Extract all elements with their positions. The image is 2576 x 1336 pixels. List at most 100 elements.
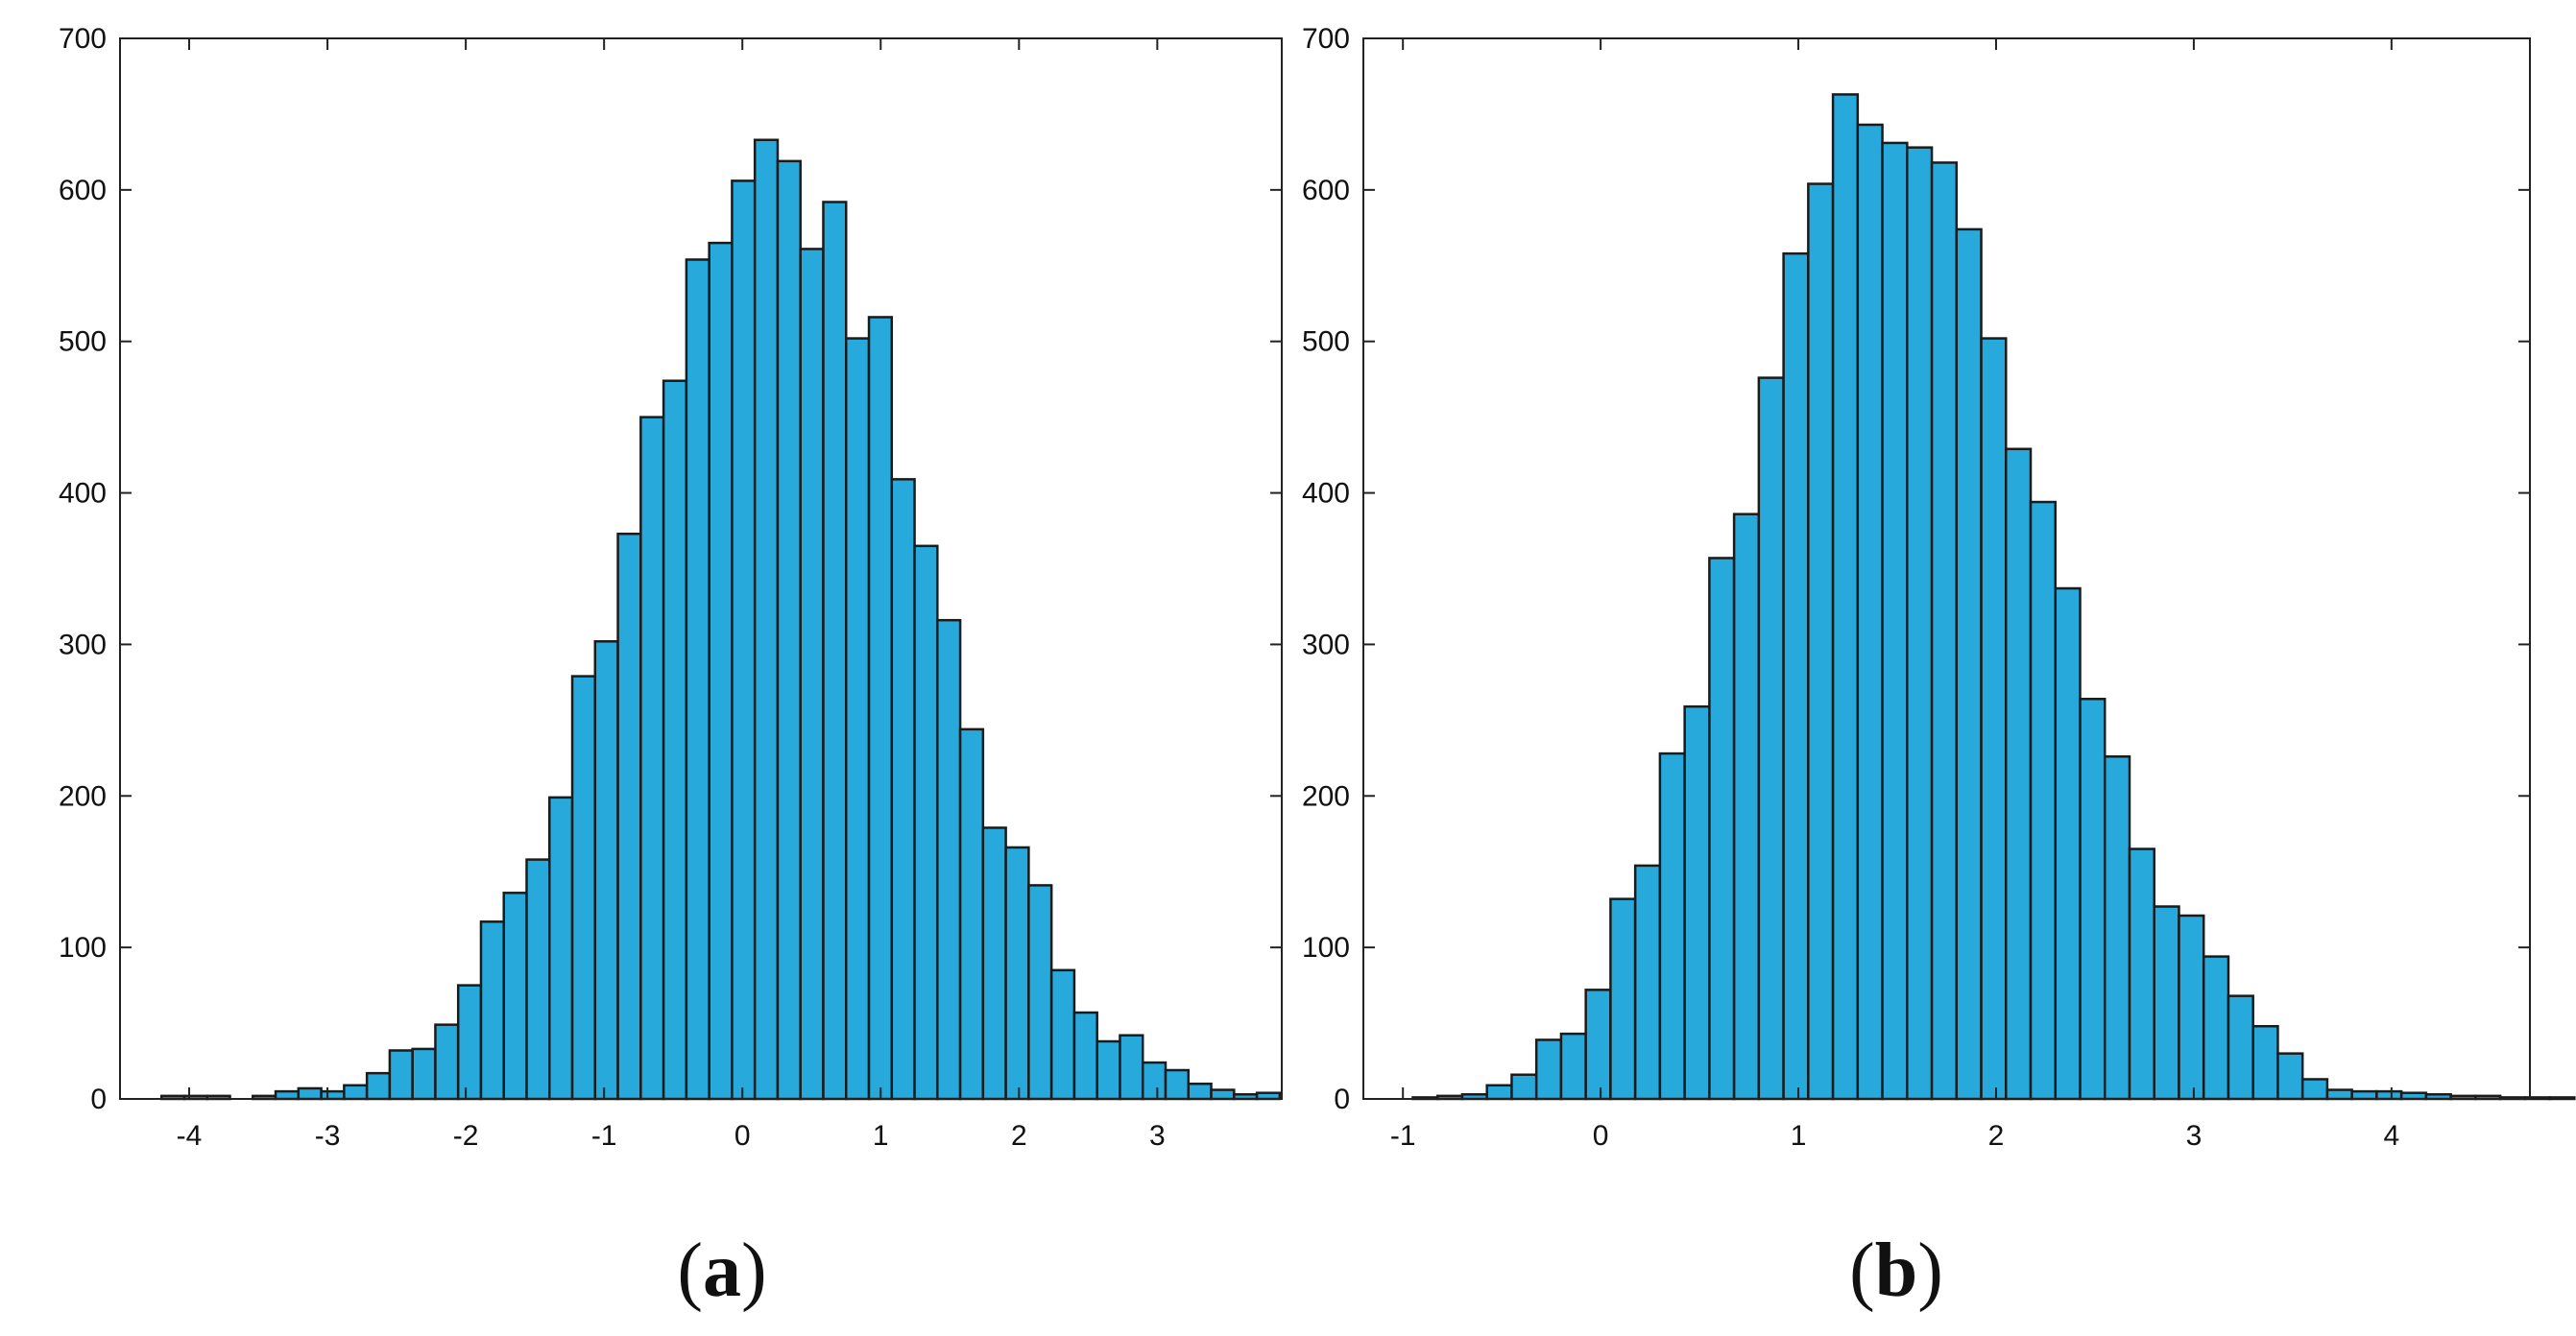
histogram-bar	[753, 138, 780, 1101]
histogram-bar	[1164, 1068, 1191, 1101]
histogram-bar	[845, 337, 871, 1101]
caption-b: (b)	[1849, 1229, 1943, 1313]
histogram-bar	[1004, 846, 1030, 1101]
histogram-bar	[2375, 1089, 2403, 1101]
histogram-bar	[1485, 1084, 1513, 1101]
histogram-bar	[1831, 93, 1860, 1101]
histogram-bar	[776, 159, 802, 1101]
histogram-bar	[2153, 905, 2180, 1101]
histogram-bar	[297, 1086, 323, 1101]
histogram-bar	[2325, 1088, 2353, 1101]
x-tick-label: 1	[1791, 1120, 1807, 1152]
x-tick-label: 0	[1593, 1120, 1609, 1152]
histogram-bar	[1559, 1032, 1587, 1101]
x-tick-label: -3	[315, 1120, 341, 1152]
histogram-bar	[1807, 182, 1835, 1101]
histogram-bar	[1210, 1088, 1236, 1101]
histogram-bar	[1049, 968, 1076, 1101]
histogram-bar	[2548, 1096, 2576, 1101]
histogram-bar	[1141, 1061, 1168, 1101]
histogram-panel-b: 0 100 200 300 400 500 600 700 -1 0 1 2 3 4	[1302, 23, 2576, 1152]
histogram-bar	[2054, 586, 2082, 1101]
histogram-bar	[274, 1089, 301, 1101]
histogram-bar	[388, 1049, 414, 1101]
histogram-bar	[570, 675, 597, 1101]
histogram-bar	[365, 1071, 392, 1101]
histogram-bar	[1683, 704, 1711, 1101]
histogram-bar	[822, 201, 848, 1101]
histogram-bar	[1708, 557, 1736, 1101]
histogram-bar	[2227, 994, 2254, 1101]
histogram-bar	[662, 379, 688, 1101]
histogram-bar	[2079, 698, 2107, 1101]
histogram-bar	[411, 1047, 437, 1101]
histogram-bar	[2178, 914, 2205, 1101]
histogram-bar	[1633, 864, 1662, 1101]
x-tick-label: 3	[1149, 1120, 1166, 1152]
axes-frame	[119, 37, 1283, 1100]
histogram-bar	[731, 179, 757, 1101]
histogram-bar	[479, 920, 505, 1101]
histogram-bar	[1658, 752, 1686, 1101]
histogram-bar	[1584, 989, 1612, 1101]
histogram-bar	[1881, 141, 1909, 1101]
x-tick-label: -1	[591, 1120, 617, 1152]
histogram-bar	[1095, 1039, 1121, 1101]
y-tick-label: 700	[59, 23, 107, 55]
histogram-bar	[799, 248, 825, 1101]
axes-frame	[1362, 37, 2531, 1100]
histogram-bar	[616, 532, 642, 1101]
x-tick-label: 0	[734, 1120, 751, 1152]
histogram-bar	[867, 316, 894, 1101]
histogram-bar	[685, 258, 710, 1101]
histogram-bar	[981, 826, 1007, 1101]
histogram-bar	[708, 241, 734, 1101]
histogram-bar	[593, 640, 619, 1101]
histogram-bar	[343, 1084, 369, 1101]
histogram-bar	[1072, 1011, 1098, 1101]
histogram-bar	[1980, 337, 2008, 1101]
x-tick-label: -2	[453, 1120, 479, 1152]
y-tick-label: 0	[1334, 1084, 1350, 1115]
y-tick-label: 500	[59, 326, 107, 358]
histogram-bar	[548, 796, 574, 1101]
histogram-bar	[525, 858, 551, 1101]
y-tick-label: 0	[90, 1084, 107, 1115]
y-tick-label: 700	[1302, 23, 1350, 55]
histogram-bar	[913, 544, 939, 1101]
y-tick-label: 200	[59, 780, 107, 812]
histogram-bar	[320, 1089, 346, 1101]
histogram-bar	[890, 478, 916, 1101]
histogram-bar	[2300, 1078, 2329, 1101]
histogram-bar	[1119, 1034, 1144, 1101]
histogram-bar	[1906, 146, 1934, 1101]
histogram-bar	[2005, 447, 2033, 1101]
histogram-bar	[2104, 754, 2131, 1101]
histogram-bar	[936, 618, 962, 1101]
y-tick-label: 600	[59, 175, 107, 206]
histogram-bar	[1757, 376, 1785, 1101]
histogram-bar	[1930, 161, 1959, 1101]
x-tick-label: 2	[1011, 1120, 1027, 1152]
histogram-bar	[2128, 847, 2155, 1101]
y-tick-label: 100	[59, 932, 107, 964]
y-tick-label: 400	[1302, 478, 1350, 510]
y-tick-label: 600	[1302, 175, 1350, 206]
x-tick-label: 2	[1988, 1120, 2005, 1152]
histogram-bar	[1187, 1082, 1213, 1101]
histogram-bar	[958, 728, 985, 1101]
y-tick-label: 300	[59, 629, 107, 660]
histogram-bar	[2350, 1089, 2378, 1101]
histogram-bar	[456, 984, 483, 1101]
histogram-bar	[1955, 227, 1983, 1101]
x-tick-label: -4	[177, 1120, 203, 1152]
x-tick-label: -1	[1390, 1120, 1416, 1152]
caption-a: (a)	[677, 1229, 766, 1313]
y-tick-label: 300	[1302, 629, 1350, 660]
histogram-bar	[639, 416, 665, 1101]
histogram-bar	[1782, 251, 1810, 1101]
histogram-bar	[1534, 1038, 1563, 1101]
y-tick-label: 200	[1302, 780, 1350, 812]
histogram-bar	[2029, 500, 2058, 1101]
